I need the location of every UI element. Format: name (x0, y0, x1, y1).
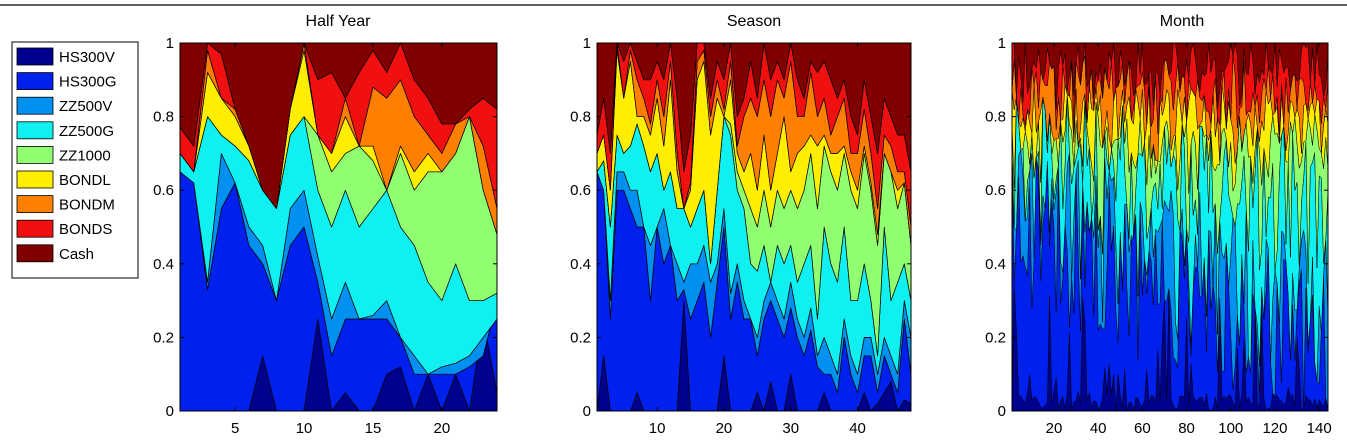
panel-title: Season (727, 13, 781, 30)
x-tick-label: 40 (849, 420, 866, 437)
x-tick-label: 40 (1090, 420, 1107, 437)
panel-title: Month (1160, 13, 1204, 30)
panel-season: Season 0 0.2 0.4 0.6 0.8 1 10 20 30 40 (570, 13, 912, 437)
y-tick-label: 0.8 (570, 109, 591, 126)
y-tick-label: 0.2 (985, 329, 1006, 346)
x-tick-label: 140 (1307, 420, 1332, 437)
y-tick-label: 0.6 (985, 182, 1006, 199)
axes-frame (596, 42, 912, 412)
x-tick-label: 5 (231, 420, 239, 437)
legend-swatch-cash (16, 244, 54, 263)
legend-swatch-hs300g (16, 72, 54, 90)
legend-label-cash: Cash (59, 246, 94, 263)
legend-label-hs300g: HS300G (59, 74, 117, 91)
legend-label-zz500g: ZZ500G (59, 123, 114, 140)
y-tick-label: 0 (583, 403, 591, 420)
y-tick-label: 0.2 (570, 329, 591, 346)
x-tick-label: 120 (1262, 420, 1287, 437)
y-tick-label: 0.4 (570, 256, 591, 273)
legend-swatch-bondl (16, 170, 54, 189)
legend: HS300V HS300G ZZ500V ZZ500G ZZ1000 BONDL BONDM… (11, 41, 139, 279)
x-tick-label: 30 (782, 420, 799, 437)
legend-swatch-zz500v (16, 96, 54, 115)
panel-title: Half Year (306, 13, 372, 30)
y-tick-label: 0.4 (153, 256, 174, 273)
y-tick-label: 0.8 (985, 109, 1006, 126)
y-tick-label: 1 (166, 35, 174, 52)
legend-swatch-bondm (16, 195, 54, 214)
y-tick-label: 0.4 (985, 256, 1006, 273)
legend-label-bondm: BONDM (59, 197, 115, 214)
axes-frame (1011, 42, 1329, 412)
legend-swatch-hs300v (16, 47, 54, 66)
y-tick-label: 1 (998, 35, 1006, 52)
y-tick-label: 0 (166, 403, 174, 420)
legend-label-zz500v: ZZ500V (59, 98, 112, 115)
y-tick-label: 0.6 (570, 182, 591, 199)
legend-swatch-zz500g (16, 121, 54, 140)
legend-label-bonds: BONDS (59, 221, 112, 238)
x-tick-label: 100 (1218, 420, 1243, 437)
legend-entries: HS300V HS300G ZZ500V ZZ500G ZZ1000 BONDL BONDM… (16, 47, 117, 263)
legend-label-bondl: BONDL (59, 172, 111, 189)
x-tick-label: 10 (649, 420, 666, 437)
y-tick-label: 0.6 (153, 182, 174, 199)
legend-label-hs300v: HS300V (59, 49, 115, 66)
y-tick-label: 0.8 (153, 109, 174, 126)
x-tick-label: 15 (365, 420, 382, 437)
legend-label-zz1000: ZZ1000 (59, 147, 111, 164)
x-tick-label: 20 (1046, 420, 1063, 437)
y-tick-label: 0.2 (153, 329, 174, 346)
y-tick-label: 1 (583, 35, 591, 52)
axes-frame (179, 42, 498, 412)
x-tick-label: 20 (434, 420, 451, 437)
x-tick-label: 80 (1178, 420, 1195, 437)
x-tick-label: 10 (296, 420, 313, 437)
y-tick-label: 0 (998, 403, 1006, 420)
legend-swatch-zz1000 (16, 145, 54, 164)
legend-swatch-bonds (16, 219, 54, 238)
x-tick-label: 20 (716, 420, 733, 437)
x-tick-label: 60 (1134, 420, 1151, 437)
